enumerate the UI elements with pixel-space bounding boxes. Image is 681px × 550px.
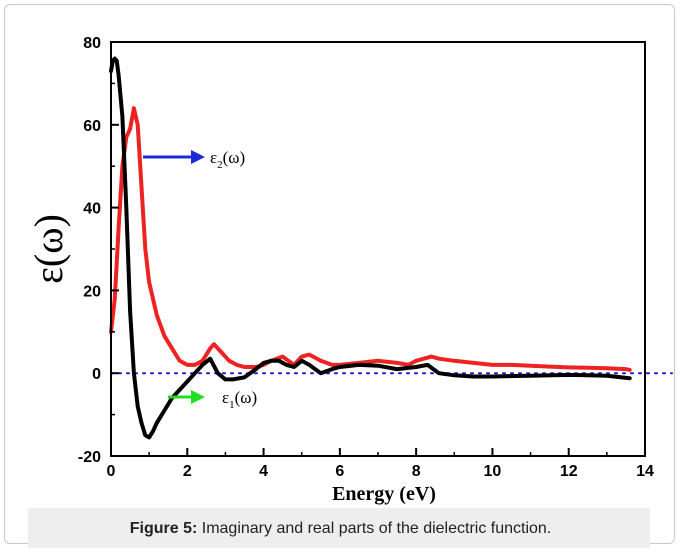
x-tick-label: 2	[183, 463, 192, 480]
eps1-arrow-head	[191, 390, 205, 404]
x-tick-label: 6	[335, 463, 344, 480]
y-tick-label: 0	[92, 366, 101, 383]
eps2-arrow-head	[191, 150, 205, 164]
x-axis-title: Energy (eV)	[332, 483, 436, 505]
x-tick-label: 4	[259, 463, 268, 480]
x-tick-label: 14	[636, 463, 654, 480]
eps2-line	[109, 106, 632, 372]
y-tick-label: 60	[83, 118, 101, 135]
eps2-label: ε2(ω)	[210, 148, 245, 171]
eps1-line	[109, 56, 632, 440]
y-axis-title: ε(ω)	[26, 214, 71, 284]
y-tick-label: 20	[83, 283, 101, 300]
figure-caption: Figure 5: Imaginary and real parts of th…	[0, 520, 681, 538]
y-tick-label: -20	[78, 449, 101, 466]
x-tick-label: 10	[484, 463, 502, 480]
x-tick-label: 8	[412, 463, 421, 480]
caption-text: Imaginary and real parts of the dielectr…	[197, 520, 552, 537]
y-tick-label: 40	[83, 201, 101, 218]
caption-label: Figure 5:	[129, 520, 198, 537]
x-tick-label: 12	[560, 463, 578, 480]
caption-box	[28, 508, 650, 548]
x-tick-label: 0	[107, 463, 116, 480]
y-tick-label: 80	[83, 35, 101, 52]
eps1-label: ε1(ω)	[222, 388, 257, 411]
